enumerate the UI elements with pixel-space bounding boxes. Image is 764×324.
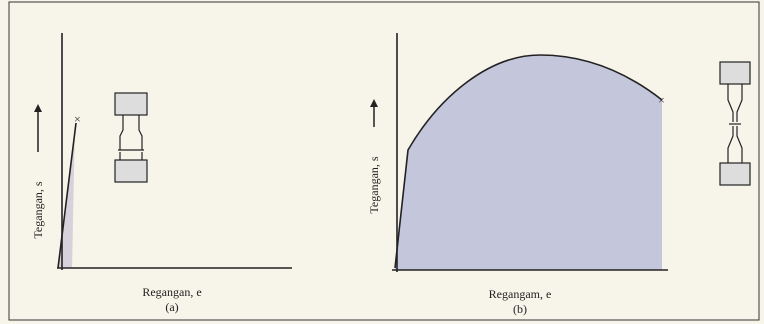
fracture-mark: × xyxy=(658,93,665,107)
x-axis-label: Regangan, e xyxy=(142,285,201,299)
y-axis-label: Tegangan, s xyxy=(367,156,381,213)
figure: × Tegangan, s Regangan, e (a) × Tegangan… xyxy=(0,0,764,324)
x-axis-label: Regangam, e xyxy=(489,287,552,301)
caption: (b) xyxy=(513,302,527,316)
caption: (a) xyxy=(165,300,178,314)
fracture-mark: × xyxy=(74,112,81,126)
y-axis-label: Tegangan, s xyxy=(31,181,45,238)
